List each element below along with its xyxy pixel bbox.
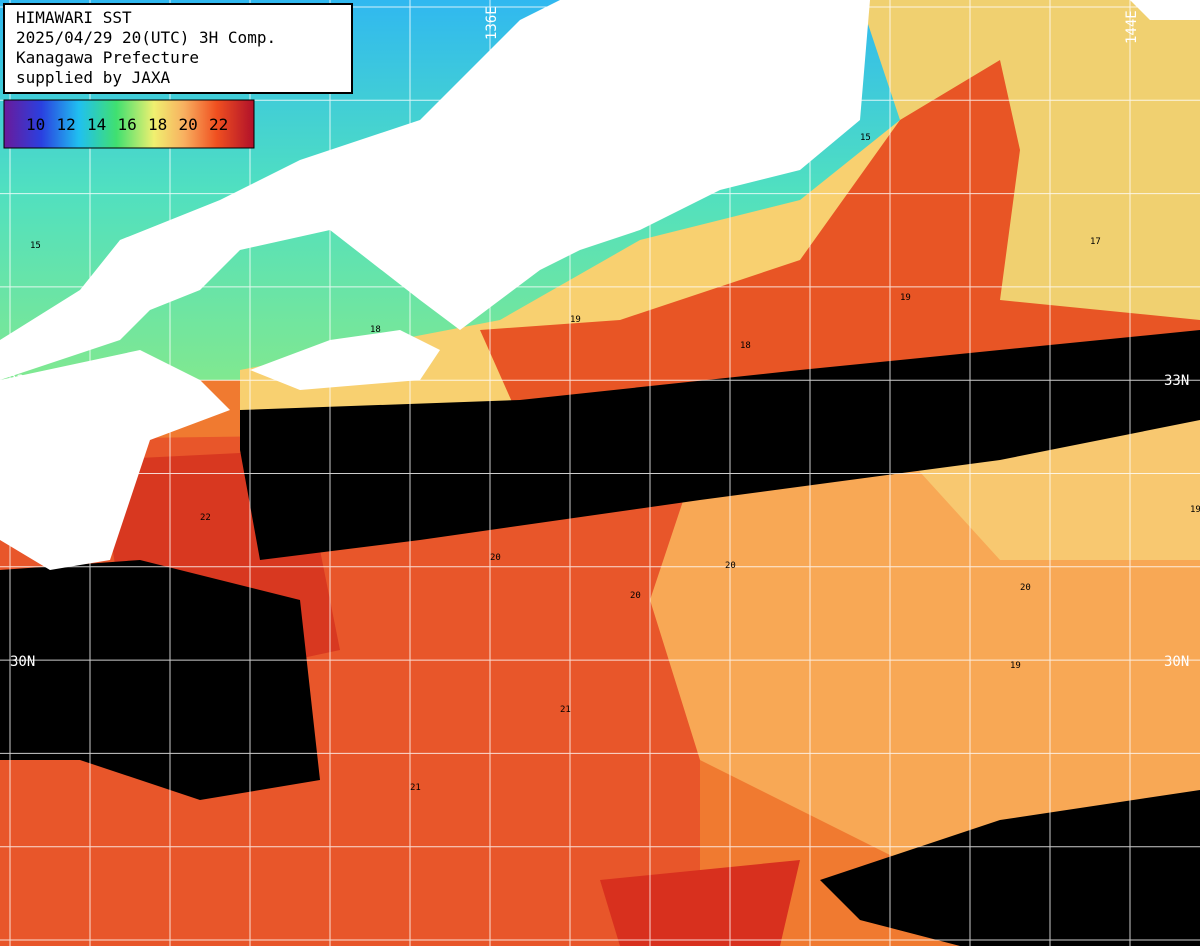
- contour-label: 21: [410, 783, 421, 793]
- contour-label: 19: [1190, 505, 1200, 515]
- legend-label: 14: [87, 115, 106, 134]
- contour-label: 20: [1020, 583, 1031, 593]
- contour-label: 18: [740, 341, 751, 351]
- contour-label: 17: [1090, 237, 1101, 247]
- contour-label: 20: [490, 553, 501, 563]
- contour-label: 21: [560, 705, 571, 715]
- legend-label: 12: [57, 115, 76, 134]
- contour-label: 15: [30, 241, 41, 251]
- lat-label: 30N: [10, 654, 35, 670]
- contour-label: 19: [1010, 661, 1021, 671]
- contour-label: 20: [630, 591, 641, 601]
- lon-label: 136E: [484, 6, 500, 40]
- legend-label: 16: [118, 115, 137, 134]
- title-box: [3, 3, 353, 94]
- lon-label: 144E: [1124, 10, 1140, 44]
- land: [0, 0, 1200, 570]
- contour-label: 19: [900, 293, 911, 303]
- contour-label: 20: [725, 561, 736, 571]
- contour-label: 22: [200, 513, 211, 523]
- contour-label: 15: [860, 133, 871, 143]
- lat-label: 33N: [1164, 373, 1189, 389]
- lat-label: 30N: [1164, 654, 1189, 670]
- title-line: HIMAWARI SST: [16, 8, 132, 27]
- color-bar: [3, 99, 255, 149]
- legend-label: 10: [26, 115, 45, 134]
- title-line: supplied by JAXA: [16, 68, 170, 87]
- contour-labels: 15 15 18 18 19 19 19 20 20 20 21 21 22 17 19 20: [30, 133, 1200, 793]
- legend-label: 22: [209, 115, 228, 134]
- lat-label: 33N: [8, 373, 33, 389]
- legend-label: 18: [148, 115, 167, 134]
- title-line: Kanagawa Prefecture: [16, 48, 199, 67]
- contour-label: 19: [570, 315, 581, 325]
- title-line: 2025/04/29 20(UTC) 3H Comp.: [16, 28, 276, 47]
- legend-label: 20: [179, 115, 198, 134]
- legend: 10 12 14 16 18 20 22: [26, 115, 228, 134]
- contour-label: 18: [370, 325, 381, 335]
